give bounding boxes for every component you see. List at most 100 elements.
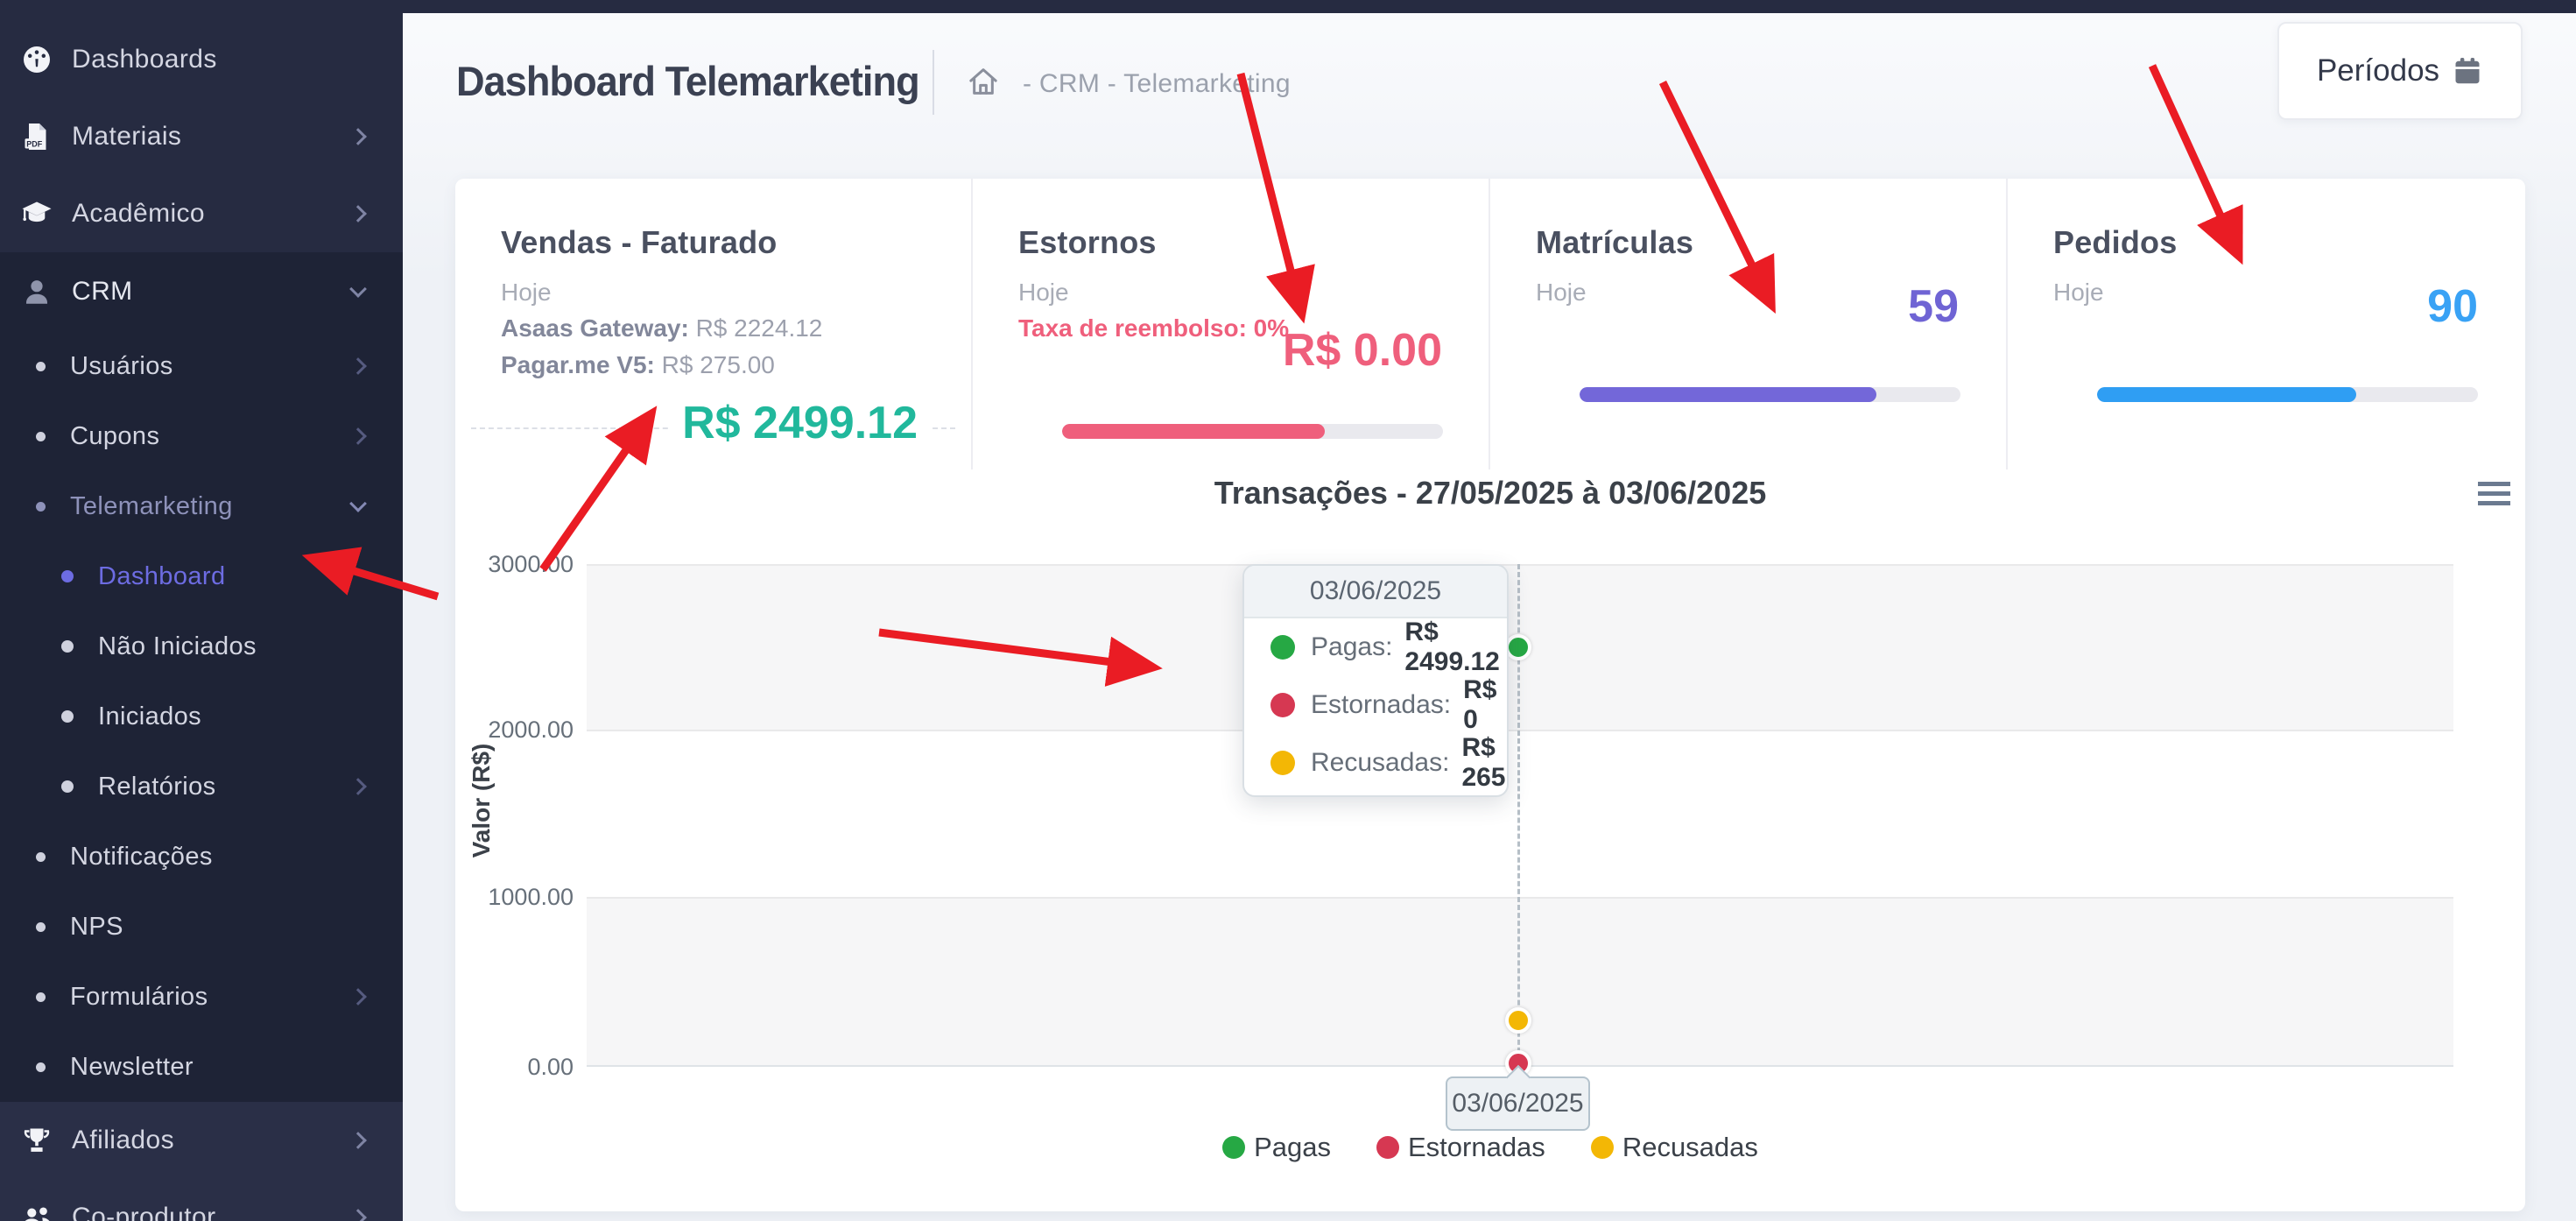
chevron-right-icon	[349, 205, 367, 222]
legend-label: Recusadas	[1622, 1132, 1758, 1162]
gauge-icon	[21, 44, 53, 75]
x-axis-label-box: 03/06/2025	[1446, 1064, 1590, 1131]
sidebar-item-nps[interactable]: NPS	[0, 892, 403, 962]
legend-label: Pagas	[1254, 1132, 1331, 1162]
sidebar-item-label: Notificações	[70, 842, 213, 871]
tooltip-row: Estornadas: R$ 0	[1244, 675, 1507, 734]
sidebar-item-label: NPS	[70, 912, 123, 941]
chevron-right-icon	[349, 128, 367, 145]
gridline	[587, 730, 2453, 731]
person-icon	[21, 276, 53, 307]
sidebar-item-cupons[interactable]: Cupons	[0, 401, 403, 471]
stat-value: 90	[2427, 281, 2478, 332]
sidebar-item-label: Dashboards	[72, 45, 217, 74]
bullet-icon	[36, 1062, 46, 1072]
bullet-icon	[61, 570, 74, 582]
sidebar-item-relatorios[interactable]: Relatórios	[0, 752, 403, 822]
progress-bar	[2097, 387, 2478, 402]
sidebar-item-academico[interactable]: Acadêmico	[0, 175, 403, 252]
sidebar-item-telemarketing[interactable]: Telemarketing	[0, 471, 403, 541]
stat-subtitle: Hoje	[1018, 279, 1069, 306]
refund-rate-label: Taxa de reembolso: 0%	[1018, 314, 1290, 342]
legend-item-estornadas[interactable]: Estornadas	[1376, 1132, 1545, 1163]
chart-crosshair	[1517, 564, 1520, 1076]
data-point-pagas[interactable]	[1505, 634, 1531, 660]
chevron-right-icon	[349, 1132, 367, 1149]
y-axis-tick: 2000.00	[488, 716, 574, 743]
sidebar-item-label: Usuários	[70, 351, 173, 380]
tooltip-value: R$ 2499.12	[1404, 618, 1500, 676]
data-point-recusadas[interactable]	[1505, 1007, 1531, 1034]
stat-title: Pedidos	[2053, 224, 2178, 260]
tooltip-value: R$ 0	[1463, 675, 1497, 734]
bullet-icon	[36, 992, 46, 1002]
sidebar-item-label: Materiais	[72, 122, 182, 151]
sidebar-item-iniciados[interactable]: Iniciados	[0, 681, 403, 752]
chevron-right-icon	[349, 778, 367, 795]
legend-dot-icon	[1222, 1136, 1246, 1159]
periods-button-label: Períodos	[2316, 53, 2440, 88]
sidebar-item-materiais[interactable]: PDF Materiais	[0, 98, 403, 175]
sidebar-item-label: Relatórios	[98, 772, 216, 801]
sidebar-item-label: Telemarketing	[70, 491, 233, 520]
sidebar-item-label: Newsletter	[70, 1052, 194, 1081]
sidebar-item-formularios[interactable]: Formulários	[0, 962, 403, 1032]
home-icon[interactable]	[966, 64, 1001, 99]
stat-card-vendas: Vendas - Faturado Hoje Asaas Gateway: R$…	[455, 179, 973, 469]
progress-fill	[1062, 424, 1326, 439]
progress-fill	[1580, 387, 1877, 402]
legend-dot-icon	[1376, 1136, 1399, 1159]
stat-title: Estornos	[1018, 224, 1157, 260]
stat-card-pedidos: Pedidos Hoje 90	[2008, 179, 2525, 469]
y-axis-title: Valor (R$)	[468, 743, 495, 858]
trophy-icon	[21, 1125, 53, 1156]
chevron-right-icon	[349, 427, 367, 445]
stat-value: R$ 0.00	[1282, 325, 1442, 376]
stat-title: Vendas - Faturado	[501, 224, 778, 260]
chart-tooltip: 03/06/2025 Pagas: R$ 2499.12 Estornadas:…	[1242, 564, 1509, 797]
sidebar-item-co-produtor[interactable]: Co-produtor	[0, 1179, 403, 1221]
chart-menu-icon[interactable]	[2478, 482, 2510, 511]
legend-dot-icon	[1590, 1136, 1614, 1159]
chevron-right-icon	[349, 1209, 367, 1221]
progress-fill	[2097, 387, 2356, 402]
stat-title: Matrículas	[1536, 224, 1694, 260]
tooltip-value: R$ 265	[1461, 733, 1506, 792]
periods-button[interactable]: Períodos	[2277, 22, 2523, 120]
sidebar-item-afiliados[interactable]: Afiliados	[0, 1102, 403, 1179]
gateway-line: Pagar.me V5: R$ 275.00	[501, 351, 775, 379]
sidebar-item-label: Acadêmico	[72, 199, 206, 228]
legend-item-pagas[interactable]: Pagas	[1222, 1132, 1331, 1163]
legend-item-recusadas[interactable]: Recusadas	[1590, 1132, 1758, 1163]
sidebar-item-label: Co-produtor	[72, 1203, 216, 1221]
sidebar-item-crm[interactable]: CRM	[0, 252, 403, 331]
legend-label: Estornadas	[1407, 1132, 1545, 1162]
top-strip	[403, 0, 2576, 13]
chevron-right-icon	[349, 988, 367, 1006]
series-dot-icon	[1270, 635, 1295, 660]
sidebar: Dashboards PDF Materiais Acadêmico CRM	[0, 0, 403, 1221]
bullet-icon	[61, 710, 74, 723]
sidebar-crm-group: CRM Usuários Cupons Telemarketing Da	[0, 252, 403, 1102]
tooltip-label: Pagas:	[1311, 632, 1393, 661]
dashboard-card: Vendas - Faturado Hoje Asaas Gateway: R$…	[455, 179, 2525, 1211]
sidebar-item-nao-iniciados[interactable]: Não Iniciados	[0, 611, 403, 681]
chevron-right-icon	[349, 357, 367, 375]
people-icon	[21, 1202, 53, 1221]
sidebar-bottom-group: Afiliados Co-produtor	[0, 1102, 403, 1221]
chart-legend: Pagas Estornadas Recusadas	[455, 1132, 2525, 1163]
tooltip-label: Recusadas:	[1311, 748, 1450, 777]
sidebar-item-usuarios[interactable]: Usuários	[0, 331, 403, 401]
tooltip-row: Pagas: R$ 2499.12	[1244, 618, 1507, 676]
sidebar-item-dashboards[interactable]: Dashboards	[0, 21, 403, 98]
header-divider	[933, 50, 934, 115]
sidebar-item-dashboard-active[interactable]: Dashboard	[0, 541, 403, 611]
bullet-icon	[36, 361, 46, 371]
gridline	[587, 564, 2453, 566]
sidebar-item-newsletter[interactable]: Newsletter	[0, 1032, 403, 1102]
page-title: Dashboard Telemarketing	[456, 58, 920, 104]
sidebar-item-label: Não Iniciados	[98, 632, 257, 660]
gateway-value: R$ 2224.12	[695, 314, 823, 342]
gateway-value: R$ 275.00	[661, 351, 775, 378]
sidebar-item-notificacoes[interactable]: Notificações	[0, 822, 403, 892]
